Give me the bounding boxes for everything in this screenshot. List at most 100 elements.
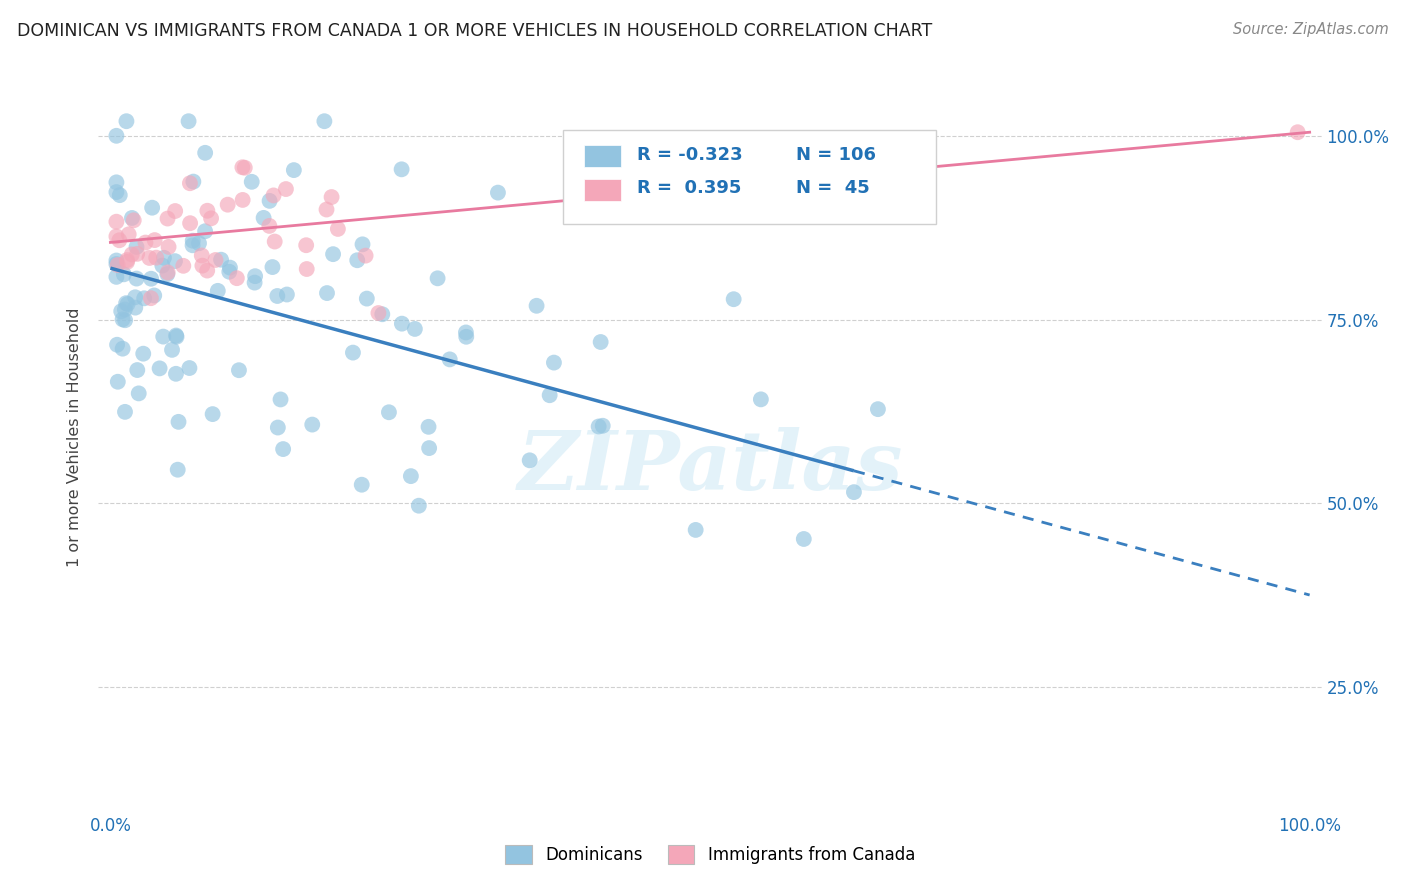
Point — [138, 251, 160, 265]
Point — [127, 363, 149, 377]
Point — [143, 233, 166, 247]
Point — [243, 276, 266, 290]
Point — [156, 267, 179, 281]
Point — [167, 415, 190, 429]
Point — [153, 251, 176, 265]
Point — [243, 269, 266, 284]
Point — [842, 485, 865, 500]
Point — [209, 252, 232, 267]
Point — [194, 224, 217, 238]
Point — [538, 388, 561, 402]
Point — [107, 258, 129, 272]
Point — [295, 262, 318, 277]
Point — [105, 175, 128, 189]
Point — [127, 247, 149, 261]
Point — [204, 252, 226, 267]
Point — [115, 253, 138, 268]
Text: R =  0.395: R = 0.395 — [637, 179, 741, 197]
Point — [316, 286, 339, 301]
Point — [276, 287, 298, 301]
Point — [115, 255, 138, 269]
Point — [115, 296, 138, 310]
Y-axis label: 1 or more Vehicles in Household: 1 or more Vehicles in Household — [67, 308, 83, 566]
Point — [263, 188, 285, 202]
Point — [163, 254, 186, 268]
Point — [181, 238, 204, 252]
Point — [231, 161, 253, 175]
Point — [418, 441, 440, 455]
Point — [749, 392, 772, 407]
Point — [217, 197, 239, 211]
Point — [134, 291, 156, 305]
Point — [350, 477, 373, 491]
Point — [124, 301, 146, 315]
Point — [301, 417, 323, 432]
Point — [107, 375, 129, 389]
Point — [179, 176, 201, 190]
Point — [145, 251, 167, 265]
Point — [179, 216, 201, 230]
Point — [315, 202, 337, 217]
Point — [105, 257, 128, 271]
Point — [183, 175, 205, 189]
Point — [295, 238, 318, 252]
Point — [110, 304, 132, 318]
FancyBboxPatch shape — [583, 145, 620, 168]
Point — [259, 219, 281, 233]
Point — [160, 343, 183, 357]
Point — [314, 114, 336, 128]
Point — [219, 260, 242, 275]
FancyBboxPatch shape — [583, 178, 620, 201]
Point — [793, 532, 815, 546]
Point — [283, 163, 305, 178]
Point — [1286, 125, 1309, 139]
Point — [114, 405, 136, 419]
Point — [342, 345, 364, 359]
Point — [181, 234, 204, 248]
Point — [232, 193, 254, 207]
Point — [177, 114, 200, 128]
Point — [165, 328, 187, 343]
Text: ZIPatlas: ZIPatlas — [517, 427, 903, 507]
Point — [125, 271, 148, 285]
Point — [346, 253, 368, 268]
Point — [105, 253, 128, 268]
Point — [124, 290, 146, 304]
Point — [156, 211, 179, 226]
Point — [367, 306, 389, 320]
Point — [404, 322, 426, 336]
Point — [252, 211, 274, 225]
Point — [200, 211, 222, 226]
Point — [326, 222, 349, 236]
Point — [240, 175, 263, 189]
Text: R = -0.323: R = -0.323 — [637, 145, 742, 163]
FancyBboxPatch shape — [564, 130, 936, 224]
Point — [166, 463, 188, 477]
Point — [614, 142, 637, 156]
Point — [592, 418, 614, 433]
Point — [118, 227, 141, 242]
Point — [486, 186, 509, 200]
Point — [105, 128, 128, 143]
Point — [228, 363, 250, 377]
Point — [122, 213, 145, 227]
Point — [322, 247, 344, 261]
Point — [139, 271, 162, 285]
Text: Source: ZipAtlas.com: Source: ZipAtlas.com — [1233, 22, 1389, 37]
Point — [685, 523, 707, 537]
Point — [105, 185, 128, 199]
Point — [439, 352, 461, 367]
Point — [108, 233, 131, 247]
Point — [456, 330, 478, 344]
Point — [105, 337, 128, 351]
Point — [191, 248, 214, 262]
Point — [156, 265, 179, 279]
Point — [195, 263, 218, 277]
Point — [352, 237, 374, 252]
Point — [121, 211, 143, 225]
Point — [225, 271, 247, 285]
Point — [723, 292, 745, 306]
Point — [262, 260, 284, 274]
Point — [143, 288, 166, 302]
Point — [418, 419, 440, 434]
